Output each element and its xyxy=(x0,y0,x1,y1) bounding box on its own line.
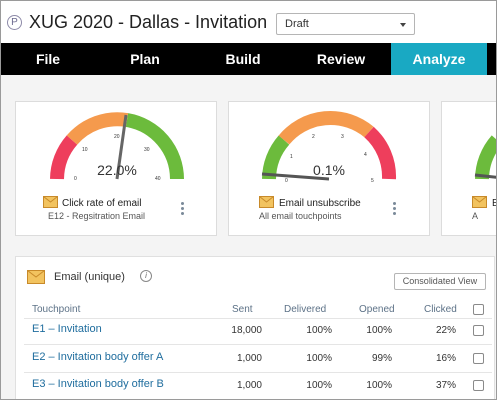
card-subtitle: E12 - Regsitration Email xyxy=(48,211,146,221)
gauge-value: 0.1% xyxy=(313,162,345,178)
kpi-card-unsubscribe: 0 1 2 3 4 5 0.1% Email unsubscribe All e… xyxy=(228,101,430,236)
gauge-needle xyxy=(261,172,330,181)
envelope-icon xyxy=(472,196,487,208)
touchpoint-link[interactable]: E3 – Invitation body offer B xyxy=(32,378,164,390)
card-subtitle: A xyxy=(472,211,479,221)
main-nav: File Plan Build Review Analyze xyxy=(1,43,496,75)
card-label: Click rate of email xyxy=(62,198,142,209)
envelope-icon xyxy=(27,270,45,284)
gauge-segment-orange xyxy=(278,111,374,145)
more-options-icon[interactable] xyxy=(393,202,397,217)
header-divider xyxy=(24,318,492,319)
nav-plan[interactable]: Plan xyxy=(130,51,160,67)
column-header-opened: Opened xyxy=(359,304,395,315)
touchpoint-link[interactable]: E2 – Invitation body offer A xyxy=(32,351,164,363)
column-header-clicked: Clicked xyxy=(424,304,457,315)
page-title: XUG 2020 - Dallas - Invitation xyxy=(29,12,268,32)
sent-value: 1,000 xyxy=(236,380,262,391)
row-checkbox[interactable] xyxy=(473,380,484,391)
chevron-down-icon xyxy=(400,23,406,27)
card-label: E xyxy=(492,198,496,209)
nav-analyze[interactable]: Analyze xyxy=(391,43,487,75)
gauge-needle xyxy=(115,114,128,180)
gauge-tick-0: 0 xyxy=(285,178,288,184)
delivered-value: 100% xyxy=(306,353,332,364)
consolidated-view-button[interactable]: Consolidated View xyxy=(394,273,486,290)
row-divider xyxy=(24,344,492,345)
card-subtitle: All email touchpoints xyxy=(259,211,342,221)
gauge-tick-3: 30 xyxy=(144,147,150,153)
nav-build[interactable]: Build xyxy=(225,51,261,67)
column-header-delivered: Delivered xyxy=(284,304,327,315)
envelope-icon xyxy=(259,196,274,208)
gauge-segment-red xyxy=(364,126,397,180)
row-checkbox[interactable] xyxy=(473,353,484,364)
sent-value: 1,000 xyxy=(236,353,262,364)
opened-value: 100% xyxy=(366,380,392,391)
gauge-tick-3: 3 xyxy=(341,134,344,140)
column-header-sent: Sent xyxy=(232,304,253,315)
gauge-chart: 0 10 20 30 40 xyxy=(50,112,184,182)
gauge-tick-5: 5 xyxy=(371,178,374,184)
info-icon[interactable]: i xyxy=(140,270,152,282)
gauge-tick-1: 1 xyxy=(290,154,293,160)
status-dropdown[interactable]: Draft xyxy=(276,13,415,35)
kpi-card-partial: E A xyxy=(441,101,496,236)
gauge-segment-green xyxy=(125,113,184,180)
gauge-chart xyxy=(474,135,496,180)
gauge-value: 22.0% xyxy=(97,162,137,178)
row-checkbox[interactable] xyxy=(473,325,484,336)
opened-value: 99% xyxy=(371,353,392,364)
panel-title: Email (unique) xyxy=(54,271,125,283)
gauge-segment-green xyxy=(262,135,290,180)
gauge-tick-0: 0 xyxy=(74,176,77,182)
row-divider xyxy=(24,372,492,373)
top-bar: P XUG 2020 - Dallas - Invitation Draft xyxy=(1,1,496,43)
delivered-value: 100% xyxy=(306,380,332,391)
gauge-chart: 0 1 2 3 4 5 xyxy=(261,111,397,184)
card-label: Email unsubscribe xyxy=(279,198,361,209)
kpi-card-click-rate: 0 10 20 30 40 22.0% Click rate of email … xyxy=(15,101,217,236)
clicked-value: 22% xyxy=(435,325,456,336)
gauge-segment-red xyxy=(50,135,78,180)
gauge-tick-2: 2 xyxy=(312,134,315,140)
envelope-icon xyxy=(43,196,58,208)
nav-review[interactable]: Review xyxy=(316,51,366,67)
column-header-touchpoint: Touchpoint xyxy=(32,304,81,315)
gauge-tick-1: 10 xyxy=(82,147,88,153)
gauge-segment-green xyxy=(475,135,496,180)
touchpoint-link[interactable]: E1 – Invitation xyxy=(32,323,102,335)
gauge-needle xyxy=(474,173,496,179)
clicked-value: 16% xyxy=(435,353,456,364)
product-logo-icon: P xyxy=(7,15,22,30)
sent-value: 18,000 xyxy=(231,325,262,336)
clicked-value: 37% xyxy=(435,380,456,391)
gauge-segment-orange xyxy=(66,112,129,145)
status-value: Draft xyxy=(285,18,309,30)
gauge-tick-4: 40 xyxy=(155,176,161,182)
gauge-tick-4: 4 xyxy=(364,152,367,158)
select-all-checkbox[interactable] xyxy=(473,304,484,315)
more-options-icon[interactable] xyxy=(181,202,185,217)
gauge-tick-2: 20 xyxy=(114,134,120,140)
opened-value: 100% xyxy=(366,325,392,336)
nav-file[interactable]: File xyxy=(35,51,61,67)
email-summary-panel: Email (unique) i Consolidated View Touch… xyxy=(15,256,495,399)
delivered-value: 100% xyxy=(306,325,332,336)
analyze-content: 0 10 20 30 40 22.0% Click rate of email … xyxy=(1,75,496,399)
